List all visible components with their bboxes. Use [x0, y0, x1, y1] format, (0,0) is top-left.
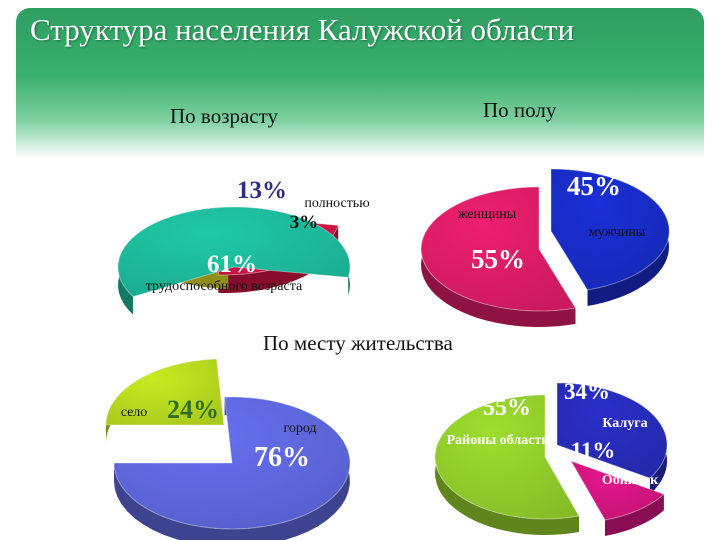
pie-value-label-districts-2: 55%: [483, 395, 531, 421]
pie-value-label-districts-0: 34%: [564, 379, 610, 404]
section-title-residence: По месту жительства: [263, 331, 453, 355]
section-title-age: По возрасту: [170, 104, 279, 128]
pie-category-label-sex-1: женщины: [457, 207, 517, 222]
pie-slice-districts-0: [556, 382, 668, 479]
pie-slice-age-3: [117, 206, 351, 298]
pie-chart-residence: 24% село 76% город: [105, 358, 351, 540]
pie-chart-districts: 34% Калуга 11% Обнинск 55% Районы области: [434, 379, 668, 536]
pie-chart-sex: 45% мужчины 55% женщины: [420, 168, 670, 327]
pie-slice-side-districts-2: [435, 395, 579, 535]
section-title-sex: По полу: [483, 98, 557, 122]
pie-slice-sex-1: [420, 186, 577, 312]
pie-slice-residence-1: [113, 396, 351, 530]
pie-slice-districts-2: [434, 394, 580, 520]
pie-slice-side-sex-1: [421, 187, 576, 327]
pie-value-label-residence-1: 76%: [254, 442, 310, 473]
page-title: Структура населения Калужской области: [30, 12, 575, 47]
pie-category-label-districts-1: Обнинск: [602, 473, 659, 488]
pie-chart-age: 23% 13%3%полностью 61%трудоспособного возр…: [117, 177, 370, 315]
pie-value-label-age-1: 13%: [237, 177, 287, 204]
pie-category-label-residence-1: город: [283, 421, 316, 436]
pie-value-label-age-3: 61%: [207, 251, 257, 278]
pie-value-label-districts-1: 11%: [571, 438, 616, 463]
pie-category-label-districts-2: Районы области: [447, 433, 550, 448]
pie-slice-residence-0: [105, 358, 225, 426]
pie-category-label-sex-0: мужчины: [589, 225, 646, 240]
pie-slice-districts-1: [569, 460, 665, 521]
title-banner: [16, 8, 704, 158]
pie-category-label-age-3: трудоспособного возраста: [146, 279, 303, 294]
pie-value-label-sex-0: 45%: [567, 171, 621, 201]
pie-value-label-residence-0: 24%: [167, 395, 219, 424]
pie-slice-side-age-0: [218, 225, 339, 293]
pie-value-label-age-0: 23%: [155, 184, 205, 211]
pie-value-label-age-2: 3%: [290, 212, 319, 233]
pie-slice-sex-0: [550, 168, 670, 291]
pie-value-label-sex-1: 55%: [471, 244, 525, 274]
pie-category-label-districts-0: Калуга: [602, 416, 647, 431]
pie-category-label-residence-0: село: [121, 405, 148, 420]
pie-category-label-age-2: полностью: [304, 196, 369, 211]
pie-slice-side-districts-1: [605, 494, 664, 536]
